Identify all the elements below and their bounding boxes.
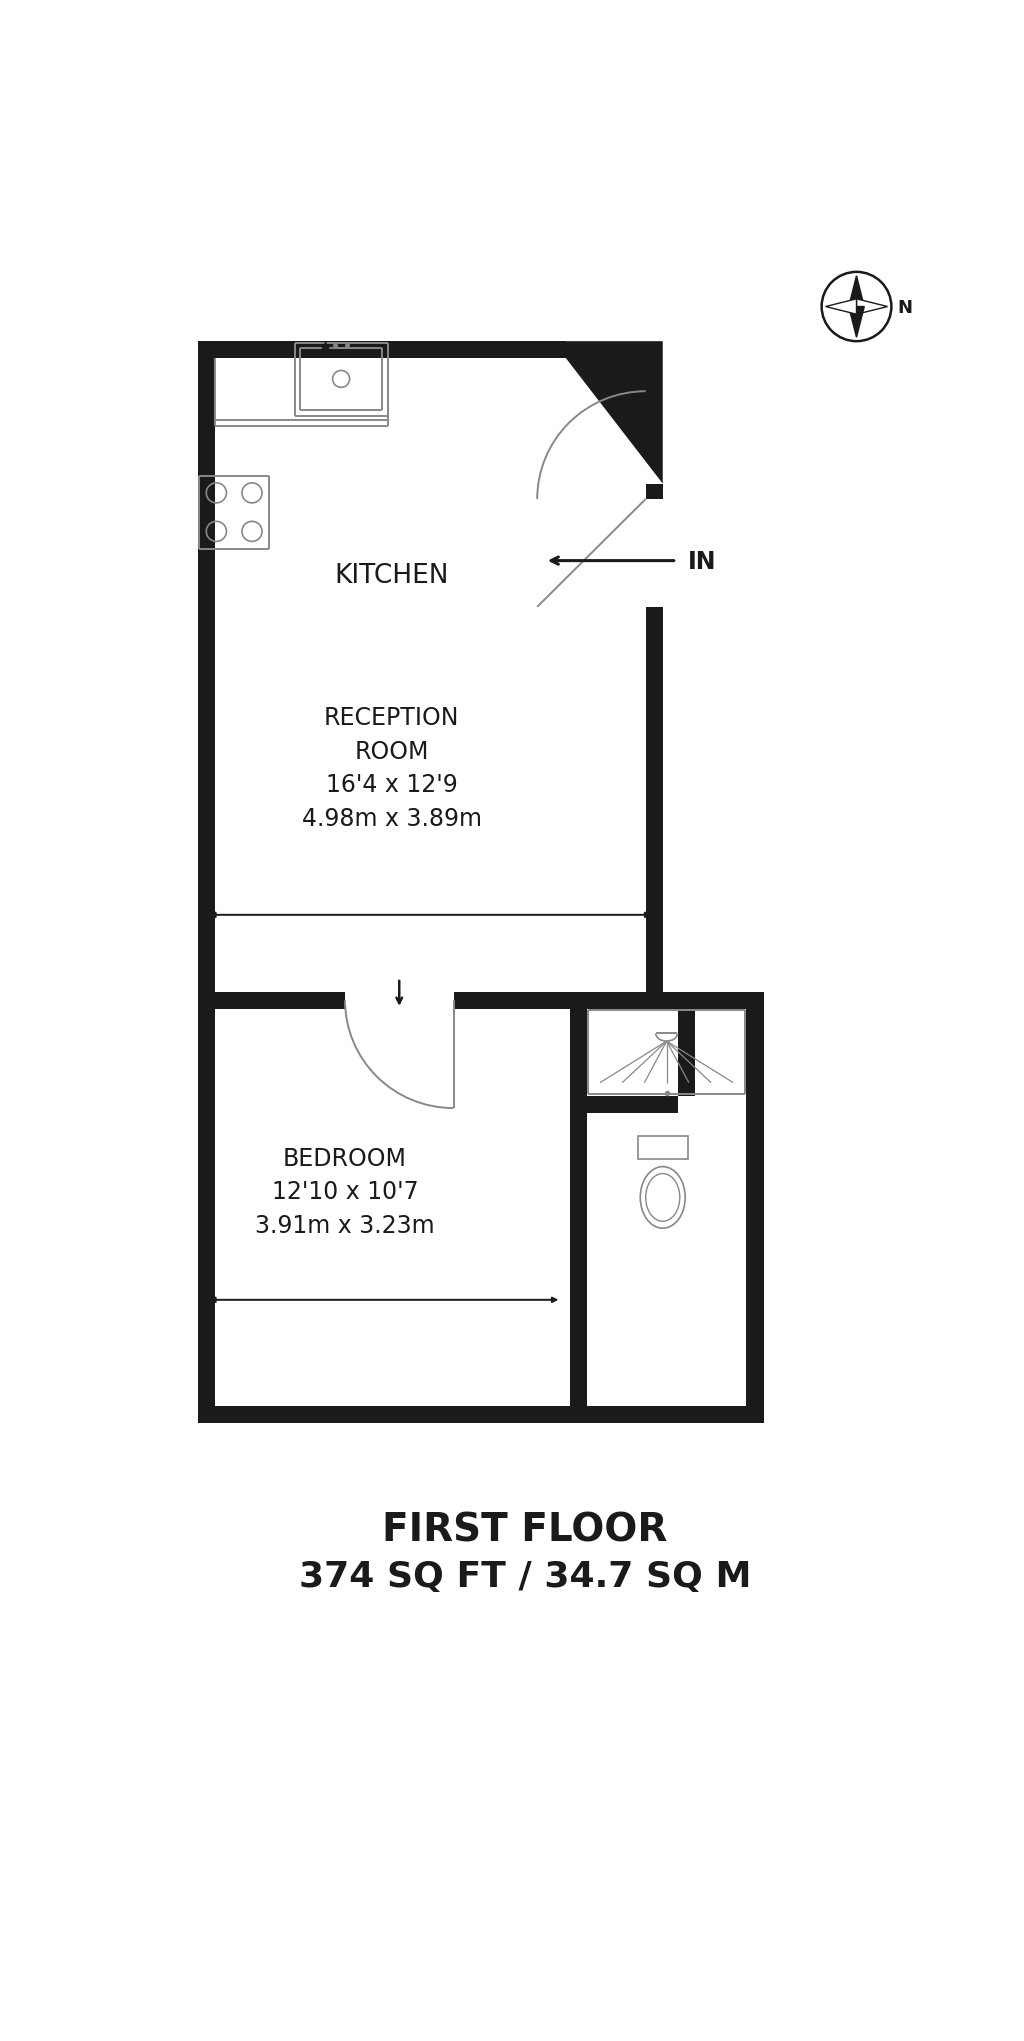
Bar	[638, 1135, 688, 1159]
Text: 374 SQ FT / 34.7 SQ M: 374 SQ FT / 34.7 SQ M	[299, 1559, 751, 1594]
Bar	[569, 1096, 678, 1112]
Polygon shape	[849, 276, 864, 306]
Bar	[198, 341, 566, 357]
Text: N: N	[898, 300, 912, 316]
Ellipse shape	[646, 1174, 680, 1221]
Bar	[454, 992, 569, 1008]
Bar	[569, 992, 764, 1008]
Bar	[198, 1406, 764, 1423]
Ellipse shape	[640, 1167, 685, 1229]
Text: IN: IN	[688, 551, 717, 574]
Polygon shape	[856, 298, 888, 314]
Text: BEDROOM
12'10 x 10'7
3.91m x 3.23m: BEDROOM 12'10 x 10'7 3.91m x 3.23m	[255, 1147, 435, 1237]
Polygon shape	[566, 341, 663, 484]
Bar	[646, 606, 663, 992]
Bar	[198, 992, 345, 1008]
Polygon shape	[849, 306, 864, 337]
Bar	[198, 341, 215, 1423]
Bar	[746, 992, 764, 1423]
Bar	[646, 484, 663, 498]
Text: KITCHEN: KITCHEN	[334, 563, 449, 590]
Bar	[678, 1008, 695, 1096]
Bar	[569, 992, 587, 1423]
Polygon shape	[825, 298, 856, 314]
Text: FIRST FLOOR: FIRST FLOOR	[382, 1512, 668, 1549]
Text: RECEPTION
ROOM
16'4 x 12'9
4.98m x 3.89m: RECEPTION ROOM 16'4 x 12'9 4.98m x 3.89m	[301, 706, 481, 831]
